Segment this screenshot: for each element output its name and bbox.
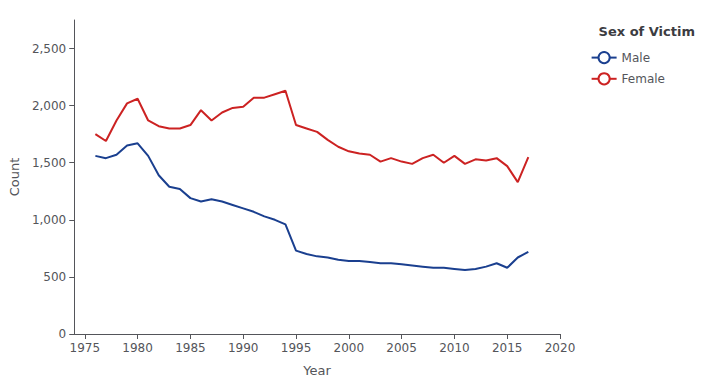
svg-text:2000: 2000	[334, 341, 365, 355]
svg-text:0: 0	[59, 327, 67, 341]
svg-text:2,000: 2,000	[32, 99, 66, 113]
svg-text:2005: 2005	[386, 341, 417, 355]
svg-text:Year: Year	[302, 363, 331, 378]
svg-text:2010: 2010	[439, 341, 470, 355]
svg-text:2020: 2020	[545, 341, 576, 355]
svg-text:Female: Female	[622, 72, 665, 86]
svg-text:2,500: 2,500	[32, 42, 66, 56]
svg-text:1,500: 1,500	[32, 156, 66, 170]
svg-text:Count: Count	[7, 158, 22, 197]
svg-text:1980: 1980	[122, 341, 153, 355]
svg-text:500: 500	[43, 270, 66, 284]
svg-text:1,000: 1,000	[32, 213, 66, 227]
svg-text:2015: 2015	[492, 341, 523, 355]
svg-text:Male: Male	[622, 51, 650, 65]
svg-text:1975: 1975	[70, 341, 101, 355]
svg-text:Sex of Victim: Sex of Victim	[599, 24, 695, 39]
svg-text:1995: 1995	[281, 341, 312, 355]
svg-text:1985: 1985	[175, 341, 206, 355]
svg-text:1990: 1990	[228, 341, 259, 355]
